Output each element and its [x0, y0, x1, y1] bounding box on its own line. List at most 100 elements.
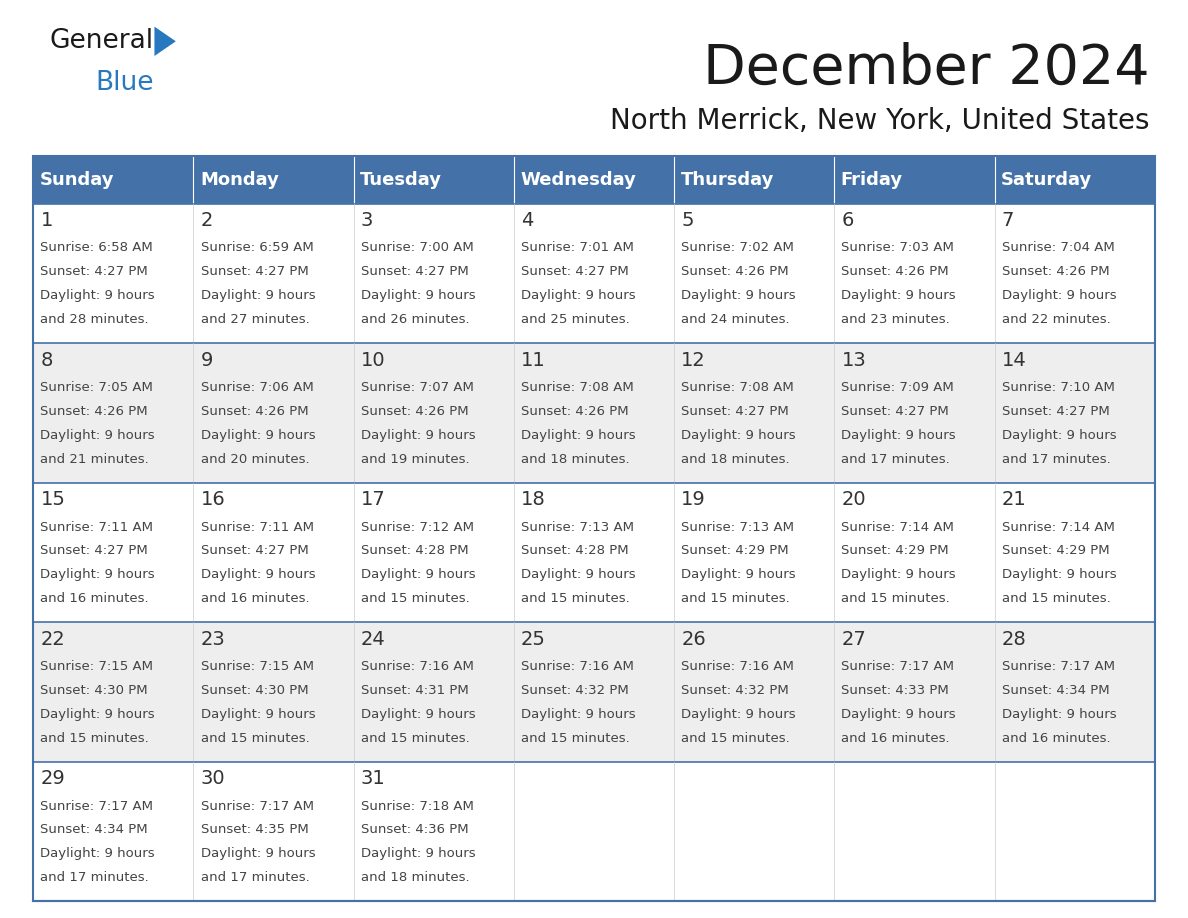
Text: Daylight: 9 hours: Daylight: 9 hours: [681, 708, 796, 721]
Text: Sunset: 4:27 PM: Sunset: 4:27 PM: [361, 265, 468, 278]
Text: 12: 12: [681, 351, 706, 370]
Text: and 18 minutes.: and 18 minutes.: [522, 453, 630, 465]
Text: Sunset: 4:32 PM: Sunset: 4:32 PM: [522, 684, 628, 697]
Text: 1: 1: [40, 211, 52, 230]
Text: Thursday: Thursday: [681, 171, 773, 189]
Text: and 15 minutes.: and 15 minutes.: [841, 592, 950, 605]
Text: and 15 minutes.: and 15 minutes.: [522, 592, 630, 605]
Text: and 17 minutes.: and 17 minutes.: [40, 871, 150, 884]
Bar: [194, 156, 354, 204]
Text: 30: 30: [201, 769, 226, 789]
Text: Daylight: 9 hours: Daylight: 9 hours: [522, 568, 636, 581]
Text: 28: 28: [1001, 630, 1026, 649]
Text: Sunset: 4:29 PM: Sunset: 4:29 PM: [841, 544, 949, 557]
Text: Daylight: 9 hours: Daylight: 9 hours: [841, 429, 956, 442]
Text: Sunrise: 7:15 AM: Sunrise: 7:15 AM: [40, 660, 153, 673]
Text: Blue: Blue: [95, 70, 153, 95]
Bar: [33, 343, 1155, 483]
Text: Sunset: 4:27 PM: Sunset: 4:27 PM: [40, 544, 148, 557]
Text: and 27 minutes.: and 27 minutes.: [201, 313, 309, 326]
Text: Sunset: 4:27 PM: Sunset: 4:27 PM: [40, 265, 148, 278]
Text: and 15 minutes.: and 15 minutes.: [1001, 592, 1111, 605]
Text: Sunset: 4:27 PM: Sunset: 4:27 PM: [522, 265, 628, 278]
Text: Sunrise: 7:16 AM: Sunrise: 7:16 AM: [361, 660, 474, 673]
Text: and 22 minutes.: and 22 minutes.: [1001, 313, 1111, 326]
Text: Sunset: 4:35 PM: Sunset: 4:35 PM: [201, 823, 309, 836]
Text: Sunset: 4:34 PM: Sunset: 4:34 PM: [40, 823, 148, 836]
Text: 9: 9: [201, 351, 213, 370]
Text: Sunrise: 7:07 AM: Sunrise: 7:07 AM: [361, 381, 474, 394]
Text: Monday: Monday: [200, 171, 279, 189]
Text: Daylight: 9 hours: Daylight: 9 hours: [361, 289, 475, 302]
Text: Daylight: 9 hours: Daylight: 9 hours: [841, 289, 956, 302]
Text: Sunrise: 7:05 AM: Sunrise: 7:05 AM: [40, 381, 153, 394]
Text: 18: 18: [522, 490, 545, 509]
Text: and 18 minutes.: and 18 minutes.: [681, 453, 790, 465]
Text: Wednesday: Wednesday: [520, 171, 637, 189]
Text: and 17 minutes.: and 17 minutes.: [201, 871, 309, 884]
Text: Sunset: 4:26 PM: Sunset: 4:26 PM: [201, 405, 308, 418]
Text: Sunrise: 7:11 AM: Sunrise: 7:11 AM: [201, 521, 314, 533]
Polygon shape: [154, 27, 176, 56]
Text: 2: 2: [201, 211, 213, 230]
Bar: [834, 156, 994, 204]
Text: Sunset: 4:29 PM: Sunset: 4:29 PM: [681, 544, 789, 557]
Text: 17: 17: [361, 490, 386, 509]
Text: 4: 4: [522, 211, 533, 230]
Text: Sunrise: 7:14 AM: Sunrise: 7:14 AM: [1001, 521, 1114, 533]
Text: Sunset: 4:30 PM: Sunset: 4:30 PM: [201, 684, 308, 697]
Text: Sunrise: 7:16 AM: Sunrise: 7:16 AM: [522, 660, 634, 673]
Text: Sunset: 4:27 PM: Sunset: 4:27 PM: [201, 544, 309, 557]
Text: Daylight: 9 hours: Daylight: 9 hours: [361, 847, 475, 860]
Text: Daylight: 9 hours: Daylight: 9 hours: [40, 847, 154, 860]
Text: and 21 minutes.: and 21 minutes.: [40, 453, 150, 465]
Text: Sunrise: 7:16 AM: Sunrise: 7:16 AM: [681, 660, 794, 673]
Text: Daylight: 9 hours: Daylight: 9 hours: [361, 708, 475, 721]
Text: Daylight: 9 hours: Daylight: 9 hours: [1001, 568, 1117, 581]
Text: 5: 5: [681, 211, 694, 230]
Text: Daylight: 9 hours: Daylight: 9 hours: [522, 289, 636, 302]
Text: Daylight: 9 hours: Daylight: 9 hours: [841, 708, 956, 721]
Text: Friday: Friday: [841, 171, 903, 189]
Text: Sunrise: 7:01 AM: Sunrise: 7:01 AM: [522, 241, 634, 254]
Bar: [33, 204, 1155, 343]
Bar: [674, 156, 834, 204]
Text: Sunset: 4:26 PM: Sunset: 4:26 PM: [361, 405, 468, 418]
Text: Sunset: 4:34 PM: Sunset: 4:34 PM: [1001, 684, 1110, 697]
Bar: [33, 762, 1155, 901]
Text: 3: 3: [361, 211, 373, 230]
Text: 16: 16: [201, 490, 226, 509]
Text: 20: 20: [841, 490, 866, 509]
Text: 22: 22: [40, 630, 65, 649]
Text: Sunset: 4:26 PM: Sunset: 4:26 PM: [522, 405, 628, 418]
Text: and 16 minutes.: and 16 minutes.: [40, 592, 148, 605]
Bar: [33, 483, 1155, 622]
Bar: [354, 156, 514, 204]
Text: Sunset: 4:26 PM: Sunset: 4:26 PM: [40, 405, 148, 418]
Text: Daylight: 9 hours: Daylight: 9 hours: [1001, 429, 1117, 442]
Text: Daylight: 9 hours: Daylight: 9 hours: [522, 708, 636, 721]
Bar: [33, 622, 1155, 762]
Text: and 24 minutes.: and 24 minutes.: [681, 313, 790, 326]
Text: and 16 minutes.: and 16 minutes.: [201, 592, 309, 605]
Text: Sunset: 4:32 PM: Sunset: 4:32 PM: [681, 684, 789, 697]
Text: Daylight: 9 hours: Daylight: 9 hours: [201, 429, 315, 442]
Text: 23: 23: [201, 630, 226, 649]
Text: North Merrick, New York, United States: North Merrick, New York, United States: [611, 107, 1150, 135]
Text: Daylight: 9 hours: Daylight: 9 hours: [40, 568, 154, 581]
Text: Sunset: 4:36 PM: Sunset: 4:36 PM: [361, 823, 468, 836]
Text: Sunset: 4:26 PM: Sunset: 4:26 PM: [1001, 265, 1110, 278]
Text: 24: 24: [361, 630, 386, 649]
Text: and 15 minutes.: and 15 minutes.: [681, 732, 790, 744]
Text: Daylight: 9 hours: Daylight: 9 hours: [361, 568, 475, 581]
Text: Sunset: 4:26 PM: Sunset: 4:26 PM: [841, 265, 949, 278]
Text: 11: 11: [522, 351, 545, 370]
Text: Sunrise: 6:59 AM: Sunrise: 6:59 AM: [201, 241, 314, 254]
Text: Sunrise: 7:00 AM: Sunrise: 7:00 AM: [361, 241, 474, 254]
Text: Tuesday: Tuesday: [360, 171, 442, 189]
Text: Sunrise: 7:14 AM: Sunrise: 7:14 AM: [841, 521, 954, 533]
Text: and 15 minutes.: and 15 minutes.: [681, 592, 790, 605]
Text: and 18 minutes.: and 18 minutes.: [361, 871, 469, 884]
Text: Sunrise: 7:08 AM: Sunrise: 7:08 AM: [681, 381, 794, 394]
Text: 29: 29: [40, 769, 65, 789]
